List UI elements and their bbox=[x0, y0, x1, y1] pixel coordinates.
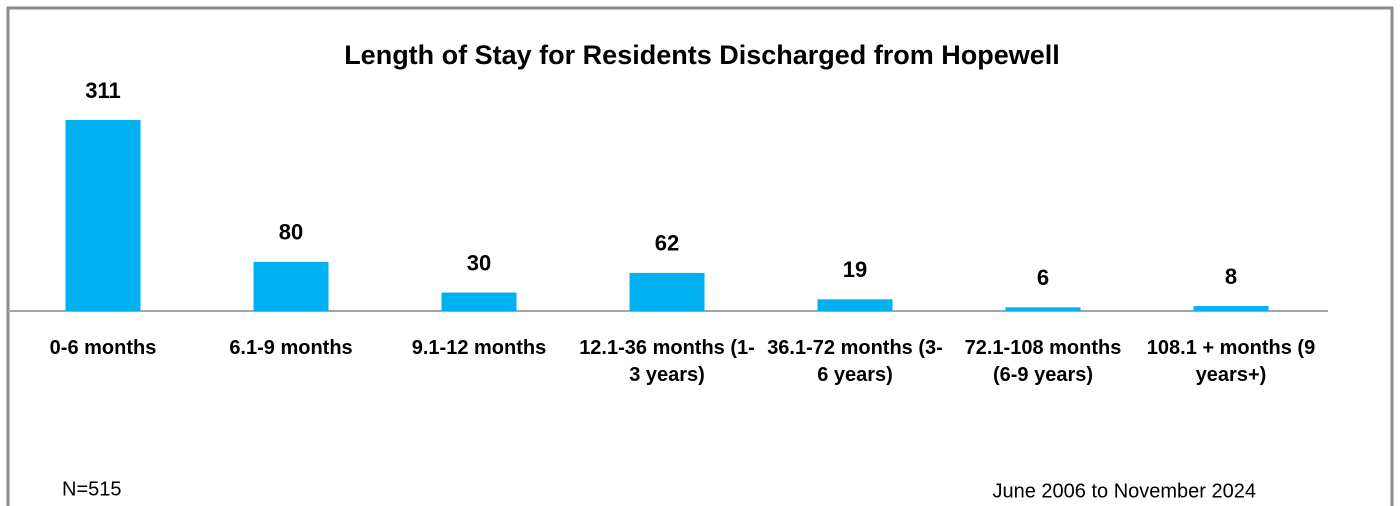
x-tick-label: 36.1-72 months (3-6 years) bbox=[767, 337, 943, 386]
bar bbox=[441, 292, 517, 311]
bar bbox=[65, 120, 141, 311]
data-label: 80 bbox=[279, 220, 303, 245]
bar bbox=[253, 261, 329, 311]
annotation: N=515 bbox=[62, 478, 122, 500]
x-tick-label: 6.1-9 months bbox=[229, 337, 353, 359]
x-tick-label: 72.1-108 months (6-9 years) bbox=[964, 337, 1122, 386]
chart-title: Length of Stay for Residents Discharged … bbox=[344, 40, 1060, 70]
bar bbox=[629, 272, 705, 311]
chart-border bbox=[6, 6, 1394, 506]
bar bbox=[817, 299, 893, 311]
x-tick-label: 9.1-12 months bbox=[411, 337, 547, 359]
data-label: 6 bbox=[1037, 265, 1049, 290]
x-tick-label: 0-6 months bbox=[49, 337, 157, 359]
x-tick-label: 12.1-36 months (1-3 years) bbox=[579, 337, 755, 386]
bar bbox=[1005, 307, 1081, 311]
data-label: 30 bbox=[467, 250, 491, 275]
annotation: June 2006 to November 2024 bbox=[992, 480, 1256, 502]
data-label: 62 bbox=[655, 231, 679, 256]
x-tick-label: 108.1 + months (9 years+) bbox=[1146, 337, 1316, 386]
data-label: 8 bbox=[1225, 264, 1237, 289]
data-label: 311 bbox=[85, 78, 121, 103]
bar bbox=[1193, 306, 1269, 311]
data-label: 19 bbox=[843, 257, 867, 282]
